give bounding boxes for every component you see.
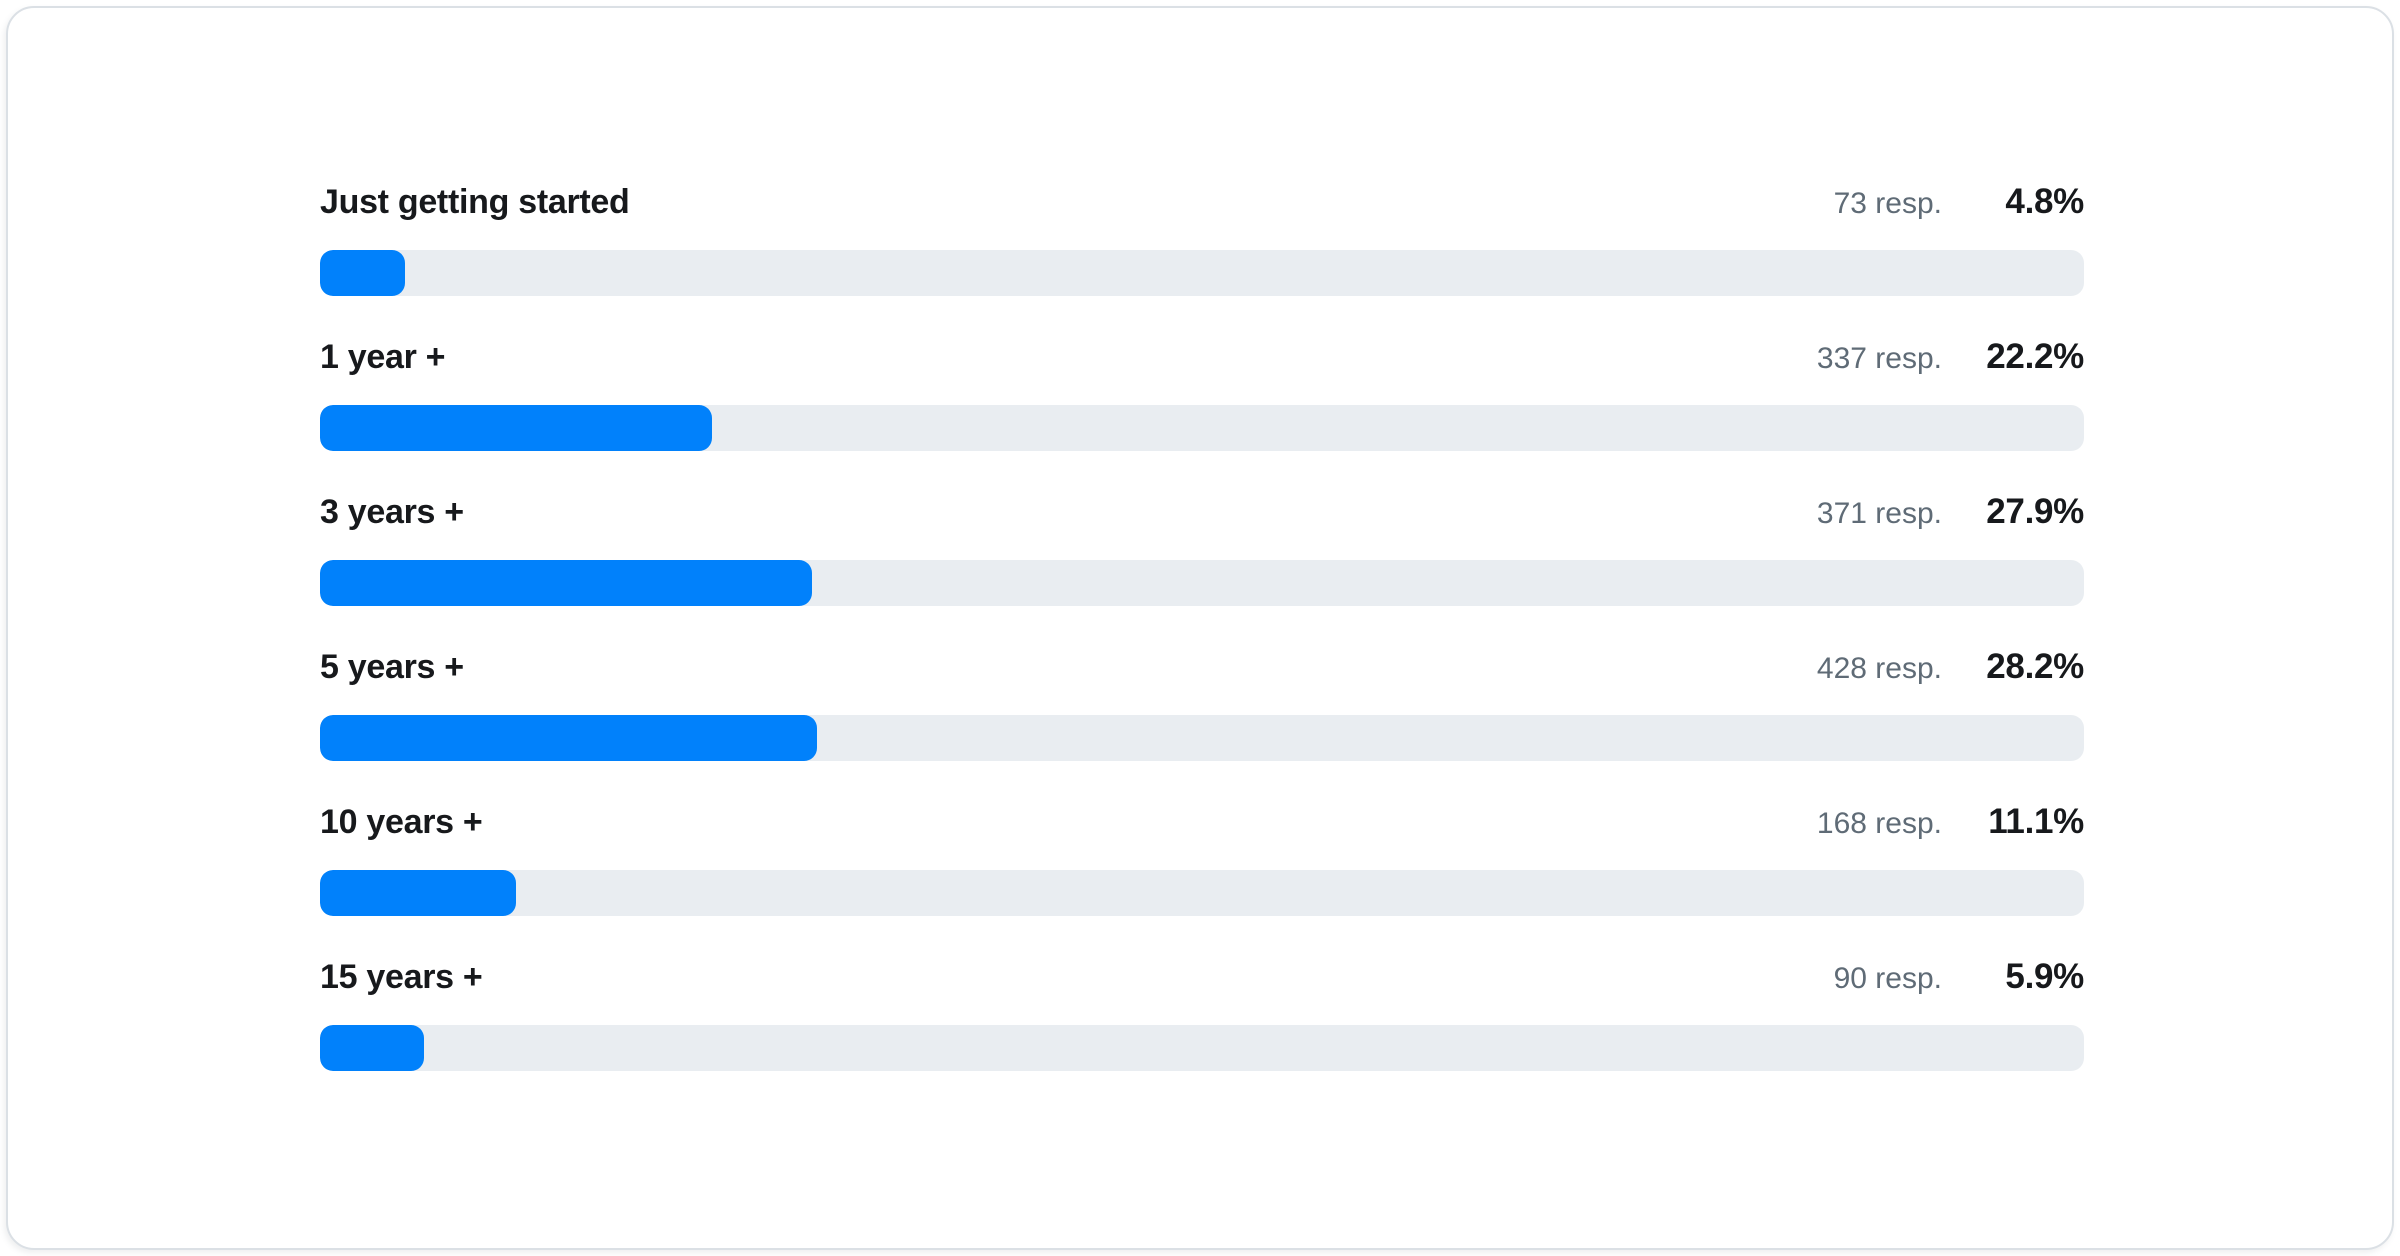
bar-track <box>320 715 2084 761</box>
row-header: 3 years + 371 resp. 27.9% <box>320 490 2084 534</box>
bar-fill <box>320 250 405 296</box>
percentage-value: 11.1% <box>1988 802 2084 841</box>
percentage-value: 27.9% <box>1986 492 2084 531</box>
row-values: 73 resp. 4.8% <box>1722 180 2085 226</box>
row-values: 337 resp. 22.2% <box>1722 335 2084 381</box>
category-label: 1 year + <box>320 338 446 376</box>
row-header: 5 years + 428 resp. 28.2% <box>320 645 2084 689</box>
percentage-value: 22.2% <box>1986 337 2084 376</box>
bar-track <box>320 405 2084 451</box>
results-card: Just getting started 73 resp. 4.8% 1 yea… <box>6 6 2394 1250</box>
bar-chart: Just getting started 73 resp. 4.8% 1 yea… <box>320 180 2084 1110</box>
bar-fill <box>320 870 516 916</box>
category-label: Just getting started <box>320 183 630 221</box>
category-label: 10 years + <box>320 803 483 841</box>
percentage-value: 4.8% <box>2005 182 2084 221</box>
chart-row-3-years: 3 years + 371 resp. 27.9% <box>320 490 2084 606</box>
respondent-count: 90 resp. <box>1833 962 1942 995</box>
respondent-count: 168 resp. <box>1816 807 1942 840</box>
category-label: 5 years + <box>320 648 464 686</box>
bar-fill <box>320 715 818 761</box>
row-header: 10 years + 168 resp. 11.1% <box>320 800 2084 844</box>
respondent-count: 73 resp. <box>1833 187 1942 220</box>
row-header: 1 year + 337 resp. 22.2% <box>320 335 2084 379</box>
chart-row-15-years: 15 years + 90 resp. 5.9% <box>320 955 2084 1071</box>
chart-row-1-year: 1 year + 337 resp. 22.2% <box>320 335 2084 451</box>
bar-track <box>320 870 2084 916</box>
respondent-count: 337 resp. <box>1816 342 1942 375</box>
row-header: Just getting started 73 resp. 4.8% <box>320 180 2084 224</box>
category-label: 15 years + <box>320 958 483 996</box>
percentage-value: 5.9% <box>2005 957 2084 996</box>
row-values: 90 resp. 5.9% <box>1722 955 2085 1001</box>
row-header: 15 years + 90 resp. 5.9% <box>320 955 2084 999</box>
bar-fill <box>320 560 813 606</box>
percentage-value: 28.2% <box>1986 647 2084 686</box>
category-label: 3 years + <box>320 493 464 531</box>
bar-fill <box>320 405 712 451</box>
bar-track <box>320 560 2084 606</box>
chart-row-just-getting-started: Just getting started 73 resp. 4.8% <box>320 180 2084 296</box>
row-values: 428 resp. 28.2% <box>1722 645 2084 691</box>
chart-row-10-years: 10 years + 168 resp. 11.1% <box>320 800 2084 916</box>
bar-track <box>320 250 2084 296</box>
bar-track <box>320 1025 2084 1071</box>
row-values: 168 resp. 11.1% <box>1722 800 2084 846</box>
respondent-count: 371 resp. <box>1816 497 1942 530</box>
chart-row-5-years: 5 years + 428 resp. 28.2% <box>320 645 2084 761</box>
respondent-count: 428 resp. <box>1816 652 1942 685</box>
bar-fill <box>320 1025 425 1071</box>
row-values: 371 resp. 27.9% <box>1722 490 2084 536</box>
